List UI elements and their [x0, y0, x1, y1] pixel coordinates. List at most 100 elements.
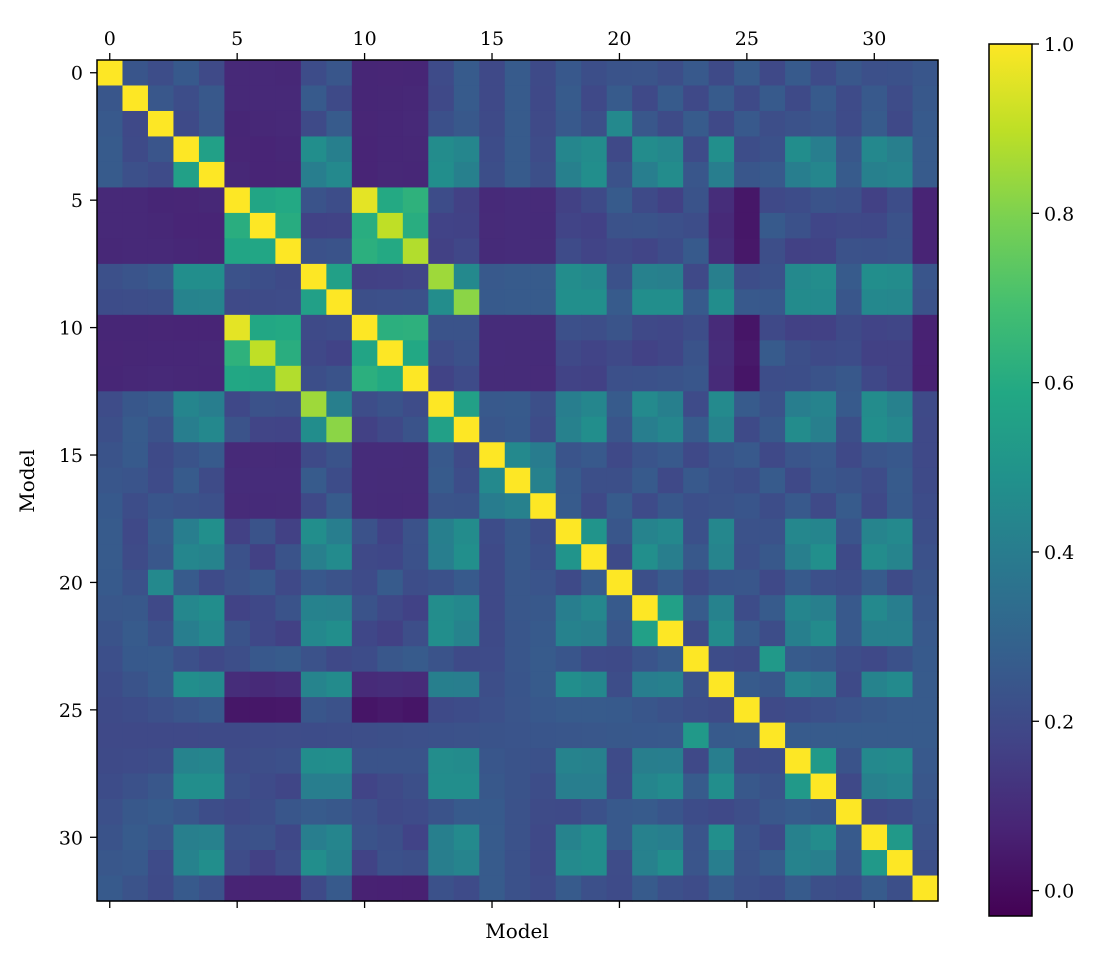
heatmap-cell [428, 85, 455, 112]
heatmap-cell [810, 773, 837, 800]
heatmap-cell [224, 187, 251, 214]
colorbar-ticks: 0.0 0.2 0.4 0.6 0.8 1.0 [1032, 34, 1074, 903]
heatmap-cell [734, 212, 761, 239]
heatmap-cell [887, 187, 914, 214]
heatmap-cell [173, 620, 200, 647]
heatmap-cell [836, 824, 863, 851]
heatmap-cell [887, 850, 914, 877]
heatmap-cell [632, 595, 659, 622]
heatmap-cell [530, 697, 557, 724]
heatmap-cell [759, 391, 786, 418]
heatmap-cell [785, 646, 812, 673]
heatmap-cell [759, 161, 786, 189]
heatmap-cell [300, 595, 327, 622]
heatmap-cell [173, 595, 200, 622]
heatmap-cell [555, 595, 582, 622]
heatmap-cell [734, 60, 761, 87]
heatmap-cell [606, 518, 633, 545]
heatmap-cell [173, 544, 200, 571]
heatmap-cell [249, 850, 276, 877]
heatmap-cell [581, 442, 608, 469]
heatmap-cell [836, 314, 863, 341]
heatmap-cell [581, 493, 608, 520]
heatmap-cell [300, 365, 327, 392]
heatmap-cell [632, 238, 659, 265]
heatmap-cell [912, 238, 939, 265]
heatmap-cell [147, 493, 175, 520]
heatmap-cell [377, 467, 404, 494]
heatmap-cell [912, 467, 939, 494]
heatmap-cell [97, 646, 124, 673]
heatmap-cell [861, 875, 888, 902]
heatmap-cell [657, 569, 684, 596]
heatmap-cell [173, 212, 200, 239]
heatmap-cell [657, 263, 684, 290]
heatmap-cell [632, 314, 659, 341]
heatmap-cell [173, 646, 200, 673]
heatmap-cell [555, 391, 582, 418]
heatmap-cell [555, 697, 582, 724]
heatmap-cell [377, 238, 404, 265]
x-axis-label: Model [485, 919, 549, 943]
heatmap-cell [453, 340, 480, 367]
heatmap-cell [555, 799, 582, 826]
heatmap-cell [606, 646, 633, 673]
heatmap-cell [632, 569, 659, 596]
heatmap-cell [861, 518, 888, 545]
heatmap-cell [836, 212, 863, 239]
heatmap-cell [504, 544, 531, 571]
heatmap-cell [683, 60, 710, 87]
heatmap-cell [810, 442, 837, 469]
heatmap-cell [377, 263, 404, 290]
heatmap-cell [861, 595, 888, 622]
heatmap-cell [351, 493, 378, 520]
heatmap-cell [836, 697, 863, 724]
heatmap-cell [351, 442, 378, 469]
y-tick-label: 25 [59, 700, 83, 722]
heatmap-cell [606, 340, 633, 367]
heatmap-cell [326, 493, 353, 520]
heatmap-cell [683, 493, 710, 520]
heatmap-cell [275, 722, 302, 749]
heatmap-cell [785, 340, 812, 367]
heatmap-cell [147, 238, 175, 265]
heatmap-cell [97, 518, 124, 545]
heatmap-cell [173, 824, 200, 851]
heatmap-cell [581, 773, 608, 800]
heatmap-cell [428, 110, 455, 138]
heatmap-cell [275, 416, 302, 443]
heatmap-cell [912, 212, 939, 239]
heatmap-cell [606, 467, 633, 494]
heatmap-cell [581, 646, 608, 673]
heatmap-cell [173, 697, 200, 724]
heatmap-cell [861, 493, 888, 520]
heatmap-cell [912, 773, 939, 800]
heatmap-cell [530, 416, 557, 443]
heatmap-cell [734, 773, 761, 800]
heatmap-cell [861, 416, 888, 443]
heatmap-cell [198, 136, 226, 163]
heatmap-cell [836, 875, 863, 902]
heatmap-cell [606, 850, 633, 877]
heatmap-cell [402, 238, 429, 265]
heatmap-cell [887, 569, 914, 596]
heatmap-cell [861, 212, 888, 239]
heatmap-cell [224, 212, 251, 239]
heatmap-cell [122, 493, 149, 520]
heatmap-cell [479, 467, 506, 494]
heatmap-cell [479, 238, 506, 265]
heatmap-cell [836, 161, 863, 189]
heatmap-cell [734, 340, 761, 367]
heatmap-cell [555, 85, 582, 112]
heatmap-cell [300, 671, 327, 698]
heatmap-cell [581, 748, 608, 775]
heatmap-cell [377, 850, 404, 877]
heatmap-cell [708, 416, 735, 443]
heatmap-cell [173, 391, 200, 418]
heatmap-cell [249, 671, 276, 698]
heatmap-cell [555, 212, 582, 239]
heatmap-cell [453, 544, 480, 571]
heatmap-cell [632, 289, 659, 316]
heatmap-cell [657, 467, 684, 494]
heatmap-cell [683, 161, 710, 189]
